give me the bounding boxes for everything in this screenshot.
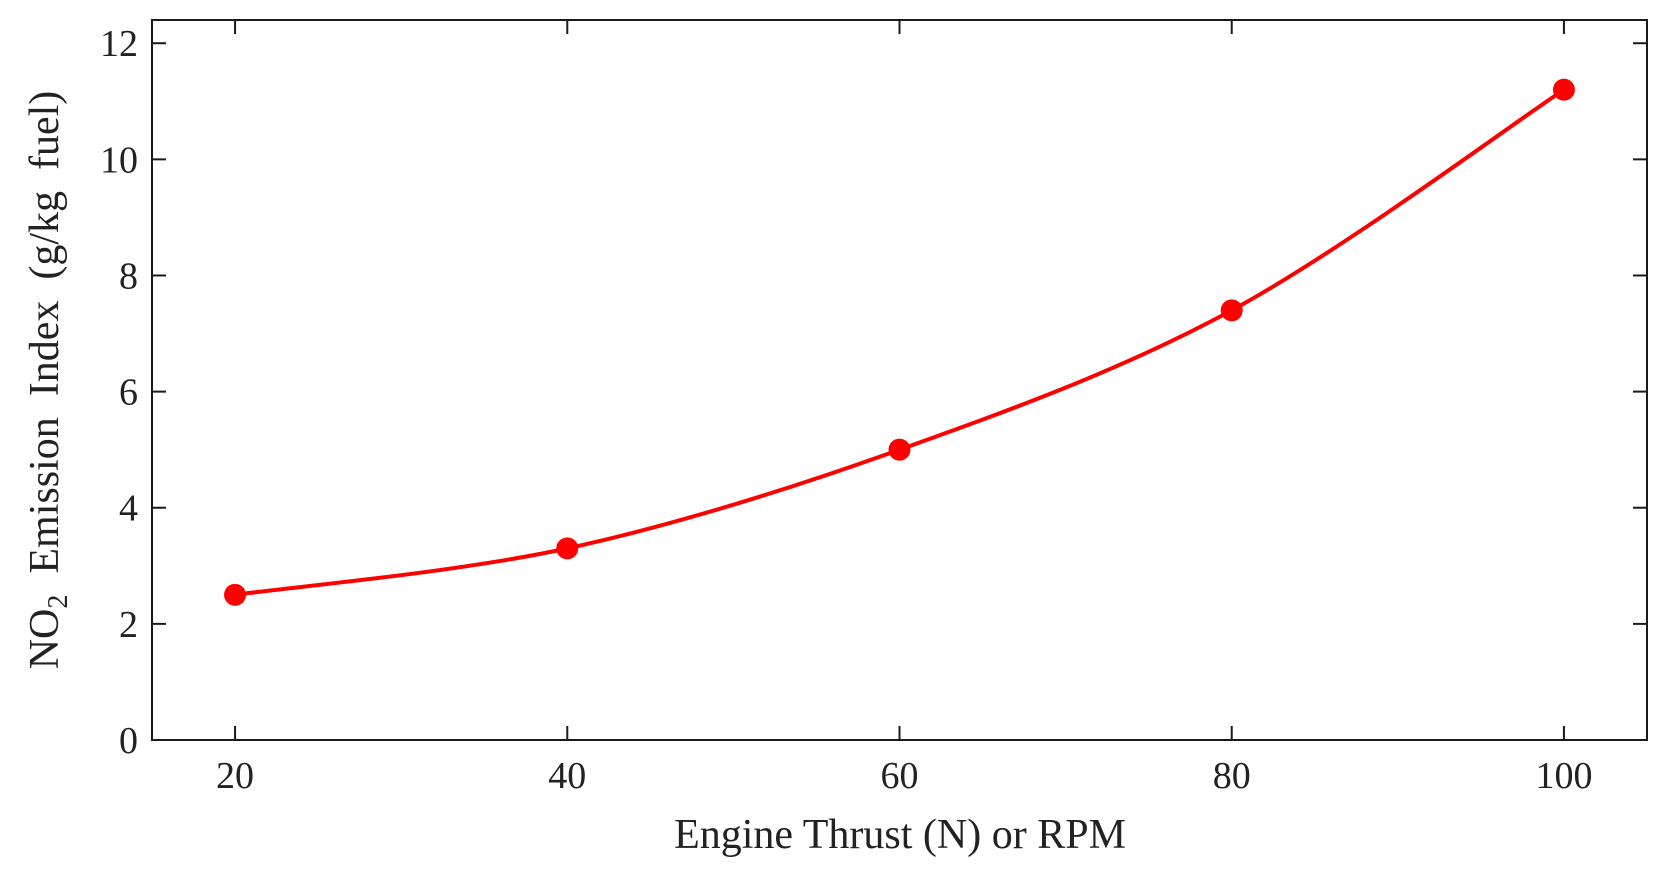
data-point-100: [1552, 78, 1575, 101]
x-tick-label: 40: [548, 755, 586, 797]
y-axis-label-suffix: Emission Index (g/kg fuel): [22, 91, 68, 595]
x-axis: 20 40 60 80 100: [216, 20, 1592, 797]
axes-frame: [151, 19, 1648, 741]
series-line-0: [233, 87, 1566, 597]
y-axis-label: NO2 Emission Index (g/kg fuel): [22, 91, 74, 670]
y-tick-label: 0: [119, 720, 138, 762]
y-tick-label: 2: [119, 604, 138, 646]
x-tick-label: 20: [216, 755, 254, 797]
y-axis-label-prefix: NO: [22, 609, 68, 670]
y-axis-label-subscript: 2: [43, 595, 74, 609]
data-point-20: [224, 583, 247, 606]
plot-area: [151, 19, 1648, 741]
y-tick-label: 6: [119, 372, 138, 414]
y-axis: 0 2 4 6 8 10 12: [100, 23, 1647, 762]
x-tick-label: 80: [1213, 755, 1251, 797]
y-tick-label: 12: [100, 23, 138, 65]
x-axis-label: Engine Thrust (N) or RPM: [674, 812, 1126, 858]
series-layer: [224, 78, 1575, 606]
x-tick-label: 60: [881, 755, 919, 797]
data-point-60: [888, 438, 911, 461]
data-point-80: [1220, 299, 1243, 322]
data-point-40: [556, 537, 579, 560]
y-tick-label: 8: [119, 255, 138, 297]
y-tick-label: 4: [119, 488, 138, 530]
x-tick-label: 100: [1535, 755, 1592, 797]
y-tick-label: 10: [100, 139, 138, 181]
